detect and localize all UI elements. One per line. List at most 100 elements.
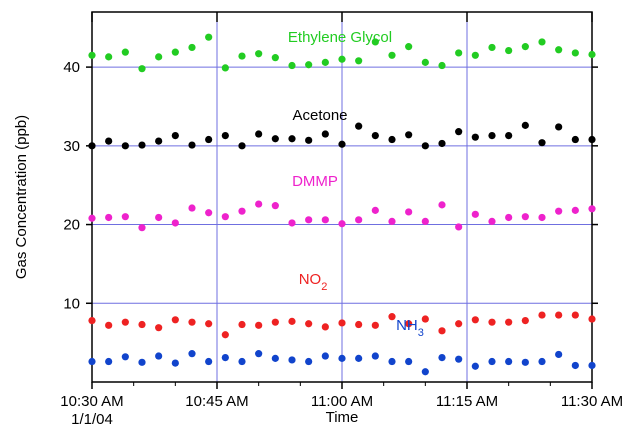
- data-point: [155, 213, 163, 222]
- data-point: [138, 320, 146, 329]
- series-label: Ethylene Glycol: [288, 29, 392, 46]
- data-point: [455, 128, 463, 136]
- axes: 10:30 AM1/1/04 10:45 AM 11:00 AM 11:15 AM 11…: [60, 12, 623, 427]
- data-point: [338, 319, 346, 327]
- data-point: [555, 350, 563, 359]
- data-point: [571, 311, 579, 319]
- data-point: [138, 65, 146, 73]
- data-point: [538, 213, 546, 222]
- data-point: [305, 61, 313, 69]
- data-point: [155, 53, 163, 61]
- series-2: [88, 200, 596, 232]
- data-point: [121, 213, 129, 221]
- data-point: [538, 311, 546, 319]
- data-point: [555, 207, 563, 215]
- data-point: [321, 58, 329, 66]
- data-point: [171, 131, 179, 140]
- data-point: [221, 353, 229, 362]
- data-point: [155, 352, 163, 360]
- data-point: [121, 318, 129, 326]
- data-point: [88, 214, 96, 222]
- data-point: [338, 55, 346, 63]
- data-point: [188, 350, 196, 358]
- data-point: [105, 53, 113, 61]
- data-point: [455, 355, 463, 363]
- data-point: [438, 139, 446, 148]
- data-point: [488, 43, 496, 52]
- data-point: [371, 38, 379, 46]
- x-tick-label: 11:30 AM: [561, 393, 623, 410]
- data-point: [371, 352, 379, 360]
- data-point: [238, 52, 246, 60]
- data-point: [188, 318, 196, 326]
- data-point: [121, 142, 129, 150]
- data-point: [421, 315, 429, 323]
- data-point: [305, 357, 313, 366]
- data-point: [255, 321, 263, 329]
- data-point: [471, 133, 479, 141]
- x-tick-sublabel: 1/1/04: [71, 411, 113, 427]
- data-point: [321, 130, 329, 138]
- data-point: [455, 320, 463, 328]
- series-4: [88, 350, 596, 376]
- data-point: [505, 131, 513, 140]
- data-point: [488, 318, 496, 326]
- data-point: [221, 331, 229, 339]
- data-point: [471, 51, 479, 59]
- data-point: [205, 135, 213, 144]
- data-point: [555, 123, 563, 131]
- data-point: [205, 320, 213, 328]
- data-point: [588, 135, 596, 144]
- data-point: [388, 217, 396, 226]
- data-point: [255, 50, 263, 58]
- data-point: [105, 213, 113, 222]
- series-label: DMMP: [292, 173, 338, 190]
- data-point: [355, 57, 363, 65]
- data-point: [521, 121, 529, 129]
- data-point: [588, 50, 596, 59]
- data-point: [288, 61, 296, 70]
- data-point: [271, 318, 279, 326]
- data-point: [105, 357, 113, 366]
- data-point: [521, 358, 529, 366]
- data-series: [88, 33, 596, 376]
- y-tick-label: 30: [63, 138, 80, 155]
- data-point: [405, 43, 413, 51]
- data-point: [455, 49, 463, 57]
- data-point: [538, 357, 546, 366]
- x-tick-label: 10:45 AM: [185, 393, 248, 410]
- data-point: [105, 137, 113, 145]
- data-point: [255, 130, 263, 138]
- data-point: [505, 46, 513, 55]
- data-point: [271, 354, 279, 362]
- data-point: [471, 210, 479, 218]
- data-point: [371, 206, 379, 214]
- series-label: NO2: [299, 271, 328, 293]
- data-point: [205, 357, 213, 366]
- data-point: [438, 61, 446, 70]
- data-point: [238, 320, 246, 329]
- x-tick-label: 10:30 AM: [60, 393, 123, 410]
- data-point: [405, 208, 413, 216]
- data-point: [288, 135, 296, 143]
- data-point: [288, 317, 296, 325]
- data-point: [255, 350, 263, 358]
- data-point: [588, 315, 596, 323]
- data-point: [138, 141, 146, 149]
- data-point: [288, 356, 296, 364]
- data-point: [305, 320, 313, 328]
- data-point: [271, 54, 279, 62]
- y-tick-label: 10: [63, 295, 80, 312]
- data-point: [321, 323, 329, 331]
- data-point: [105, 321, 113, 329]
- data-point: [538, 38, 546, 46]
- data-point: [155, 324, 163, 332]
- series-labels: Ethylene Glycol Acetone DMMP NO2 NH3: [288, 29, 424, 339]
- y-tick-label: 20: [63, 217, 80, 234]
- series-label: NH3: [396, 317, 424, 339]
- data-point: [505, 213, 513, 222]
- data-point: [288, 219, 296, 227]
- data-point: [488, 357, 496, 366]
- series-1: [88, 121, 596, 150]
